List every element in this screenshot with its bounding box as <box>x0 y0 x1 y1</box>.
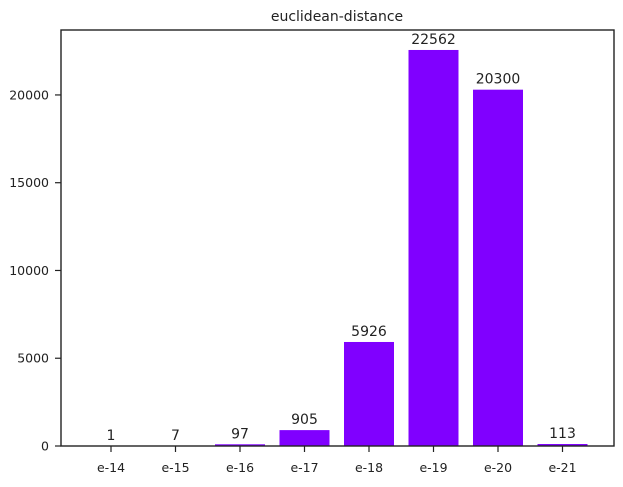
y-tick-label-20000: 20000 <box>9 87 49 102</box>
bar-e-19 <box>409 50 459 446</box>
x-axis: e-14 e-15 e-16 e-17 e-18 e-19 e-20 e-21 <box>97 446 577 475</box>
plot-frame <box>61 30 614 446</box>
y-axis: 0 5000 10000 15000 20000 <box>9 87 61 453</box>
y-tick-label-10000: 10000 <box>9 263 49 278</box>
chart-title: euclidean-distance <box>271 9 403 25</box>
data-label-e-16: 97 <box>231 426 249 442</box>
x-tick-label-e-14: e-14 <box>97 460 125 475</box>
data-label-e-17: 905 <box>291 412 318 428</box>
y-tick-label-15000: 15000 <box>9 175 49 190</box>
x-tick-label-e-16: e-16 <box>226 460 254 475</box>
data-label-e-21: 113 <box>549 426 576 442</box>
x-tick-label-e-19: e-19 <box>419 460 447 475</box>
x-tick-label-e-21: e-21 <box>548 460 576 475</box>
y-tick-label-5000: 5000 <box>17 351 49 366</box>
y-tick-label-0: 0 <box>41 439 49 454</box>
bar-e-18 <box>344 342 394 446</box>
data-label-e-14: 1 <box>107 428 116 444</box>
x-tick-label-e-17: e-17 <box>290 460 318 475</box>
data-label-e-19: 22562 <box>411 32 456 48</box>
x-tick-label-e-18: e-18 <box>355 460 383 475</box>
data-label-e-20: 20300 <box>476 72 521 88</box>
bar-e-20 <box>473 90 523 446</box>
bar-e-17 <box>280 430 330 446</box>
x-tick-label-e-15: e-15 <box>161 460 189 475</box>
data-label-e-15: 7 <box>171 428 180 444</box>
x-tick-label-e-20: e-20 <box>484 460 512 475</box>
data-label-e-18: 5926 <box>351 324 387 340</box>
bars-group <box>86 50 588 446</box>
